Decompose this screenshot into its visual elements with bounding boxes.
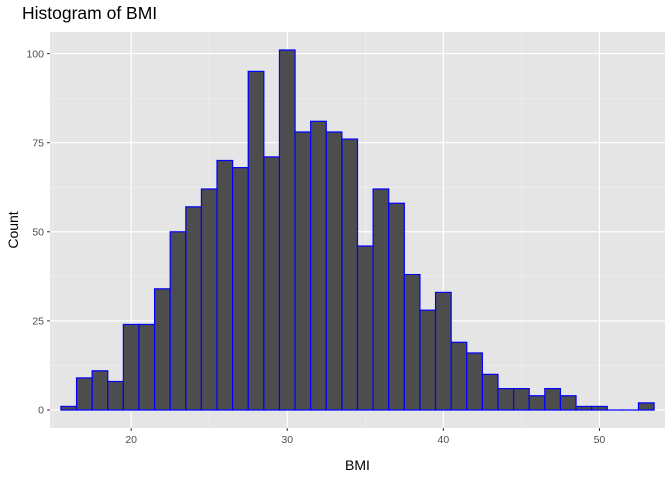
- histogram-bar: [497, 388, 515, 411]
- histogram-bar: [325, 131, 343, 411]
- y-axis-title: Count: [5, 211, 21, 248]
- x-tick-label: 30: [281, 434, 293, 446]
- histogram-bar: [278, 49, 296, 411]
- histogram-bar: [419, 309, 437, 411]
- y-tick-label: 75: [32, 137, 44, 149]
- histogram-bar: [637, 402, 655, 411]
- histogram-bar: [481, 373, 499, 411]
- y-tick-label: 100: [26, 48, 44, 60]
- y-tick-label: 50: [32, 226, 44, 238]
- histogram-bar: [559, 395, 577, 411]
- histogram-bar: [247, 70, 265, 411]
- histogram-bar: [356, 245, 374, 411]
- histogram-bar: [169, 231, 187, 411]
- histogram-bar: [91, 370, 109, 411]
- histogram-bar: [216, 159, 234, 411]
- histogram-bar: [60, 405, 78, 411]
- chart-title: Histogram of BMI: [22, 3, 158, 23]
- histogram-bar: [591, 405, 608, 411]
- histogram-bar: [310, 120, 327, 411]
- x-tick-label: 40: [438, 434, 450, 446]
- histogram-bar: [528, 395, 546, 411]
- histogram-bar: [232, 167, 249, 411]
- histogram-bar: [512, 388, 530, 411]
- histogram-bar: [575, 405, 593, 411]
- histogram-bar: [341, 138, 359, 411]
- histogram-bar: [153, 288, 171, 411]
- histogram-bar: [185, 206, 203, 411]
- y-tick-label: 25: [32, 316, 44, 328]
- histogram-bar: [388, 202, 405, 411]
- x-tick-label: 20: [125, 434, 137, 446]
- x-axis-title: BMI: [345, 457, 370, 473]
- histogram-bar: [403, 273, 421, 411]
- histogram-bar: [372, 188, 390, 411]
- histogram-bar: [450, 341, 468, 411]
- histogram-bar: [294, 131, 312, 411]
- histogram-bar: [200, 188, 218, 411]
- histogram-bar: [107, 380, 124, 411]
- histogram-bar: [544, 388, 562, 411]
- y-tick-label: 0: [38, 405, 44, 417]
- histogram-bar: [75, 377, 93, 411]
- histogram-bar: [138, 323, 156, 411]
- histogram-bar: [434, 291, 452, 411]
- histogram-bar: [122, 323, 140, 411]
- histogram-bar: [466, 352, 483, 411]
- histogram-bar: [263, 156, 281, 411]
- x-tick-label: 50: [594, 434, 606, 446]
